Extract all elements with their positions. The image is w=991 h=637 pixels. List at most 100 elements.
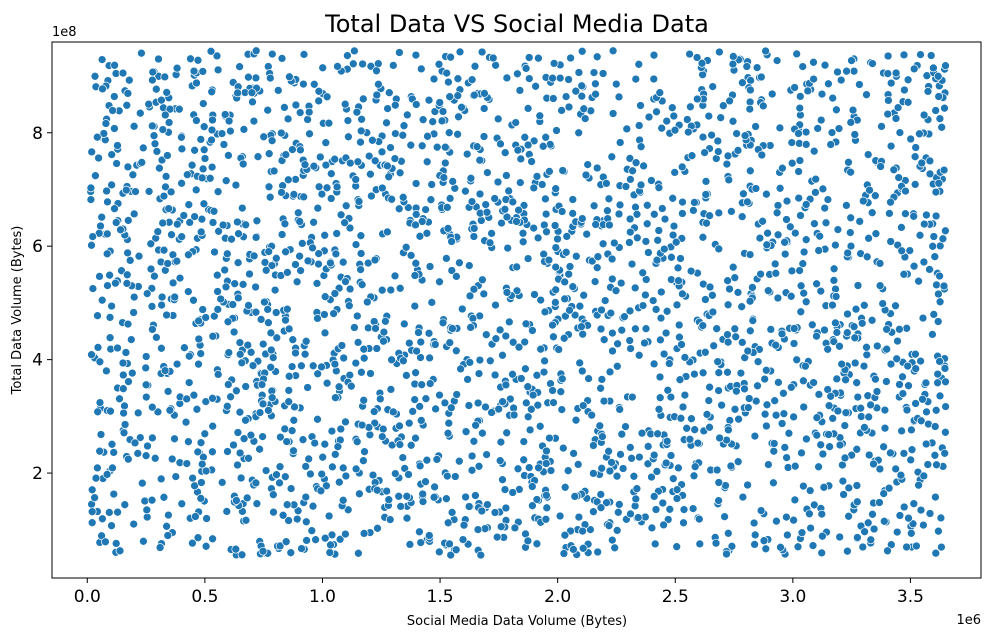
data-point [224,116,234,126]
data-point [287,426,297,436]
data-point [142,289,152,298]
data-point [777,329,787,339]
data-point [769,439,779,448]
data-point [129,292,139,302]
data-point [605,466,615,476]
data-point [235,62,244,72]
data-point [300,160,310,170]
data-point [88,232,98,241]
data-point [326,194,336,203]
data-point [452,390,462,399]
data-point [462,149,472,159]
data-point [549,59,559,68]
data-point [616,450,625,459]
data-point [891,301,900,311]
data-point [339,353,349,363]
data-point [330,450,340,459]
data-point [875,464,885,474]
data-point [235,338,245,347]
data-point [534,53,543,63]
data-point [883,69,893,78]
data-point [895,511,905,520]
data-point [357,420,367,430]
data-point [810,219,819,229]
data-point [746,85,755,95]
data-point [773,201,783,210]
data-point [188,538,197,548]
data-point [164,510,173,520]
data-point [919,471,929,481]
data-point [467,465,477,475]
data-point [760,409,770,419]
data-point [674,320,684,330]
data-point [634,121,644,130]
data-point [923,460,933,469]
data-point [520,132,530,142]
data-point [631,158,641,168]
data-point [544,255,554,265]
data-point [308,243,317,253]
data-point [434,547,444,557]
data-point [198,164,208,174]
data-point [705,422,714,432]
data-point [467,197,477,206]
data-point [443,428,453,438]
data-point [469,436,479,446]
data-point [235,448,245,458]
data-point [318,63,328,73]
data-point [541,514,551,524]
data-point [107,150,117,159]
data-point [372,485,382,495]
data-point [159,245,169,255]
data-point [666,451,676,460]
data-point [677,340,686,349]
data-point [345,223,355,233]
data-point [526,404,536,414]
data-point [207,162,217,172]
data-point [102,366,111,376]
y-tick-label: 6 [32,237,43,257]
data-point [612,526,622,535]
data-point [356,231,366,241]
data-point [123,248,132,258]
data-point [653,429,662,439]
data-point [817,548,827,558]
data-point [802,434,811,444]
data-point [280,472,290,482]
data-point [587,410,597,420]
data-point [921,378,931,388]
data-point [147,302,157,311]
data-point [476,550,486,560]
data-point [147,121,157,131]
data-point [370,255,380,265]
data-point [360,447,369,457]
data-point [676,254,685,263]
data-point [438,107,448,116]
data-point [174,104,184,114]
data-point [416,353,425,362]
data-point [702,218,711,228]
data-point [879,516,889,526]
data-point [443,224,453,233]
data-point [794,167,803,176]
data-point [191,185,201,195]
data-point [246,430,256,440]
data-point [229,440,238,450]
data-point [410,271,420,280]
data-point [123,89,133,98]
data-point [733,457,743,467]
data-point [157,300,166,310]
data-point [196,227,206,237]
data-point [855,217,865,226]
data-point [354,197,364,206]
data-point [443,518,453,528]
data-point [213,305,223,314]
data-point [184,378,194,387]
data-point [541,194,550,204]
data-point [189,66,199,76]
data-point [783,463,793,472]
y-tick-label: 8 [32,124,43,144]
data-point [675,375,685,385]
data-point [356,265,365,274]
data-point [753,381,762,391]
